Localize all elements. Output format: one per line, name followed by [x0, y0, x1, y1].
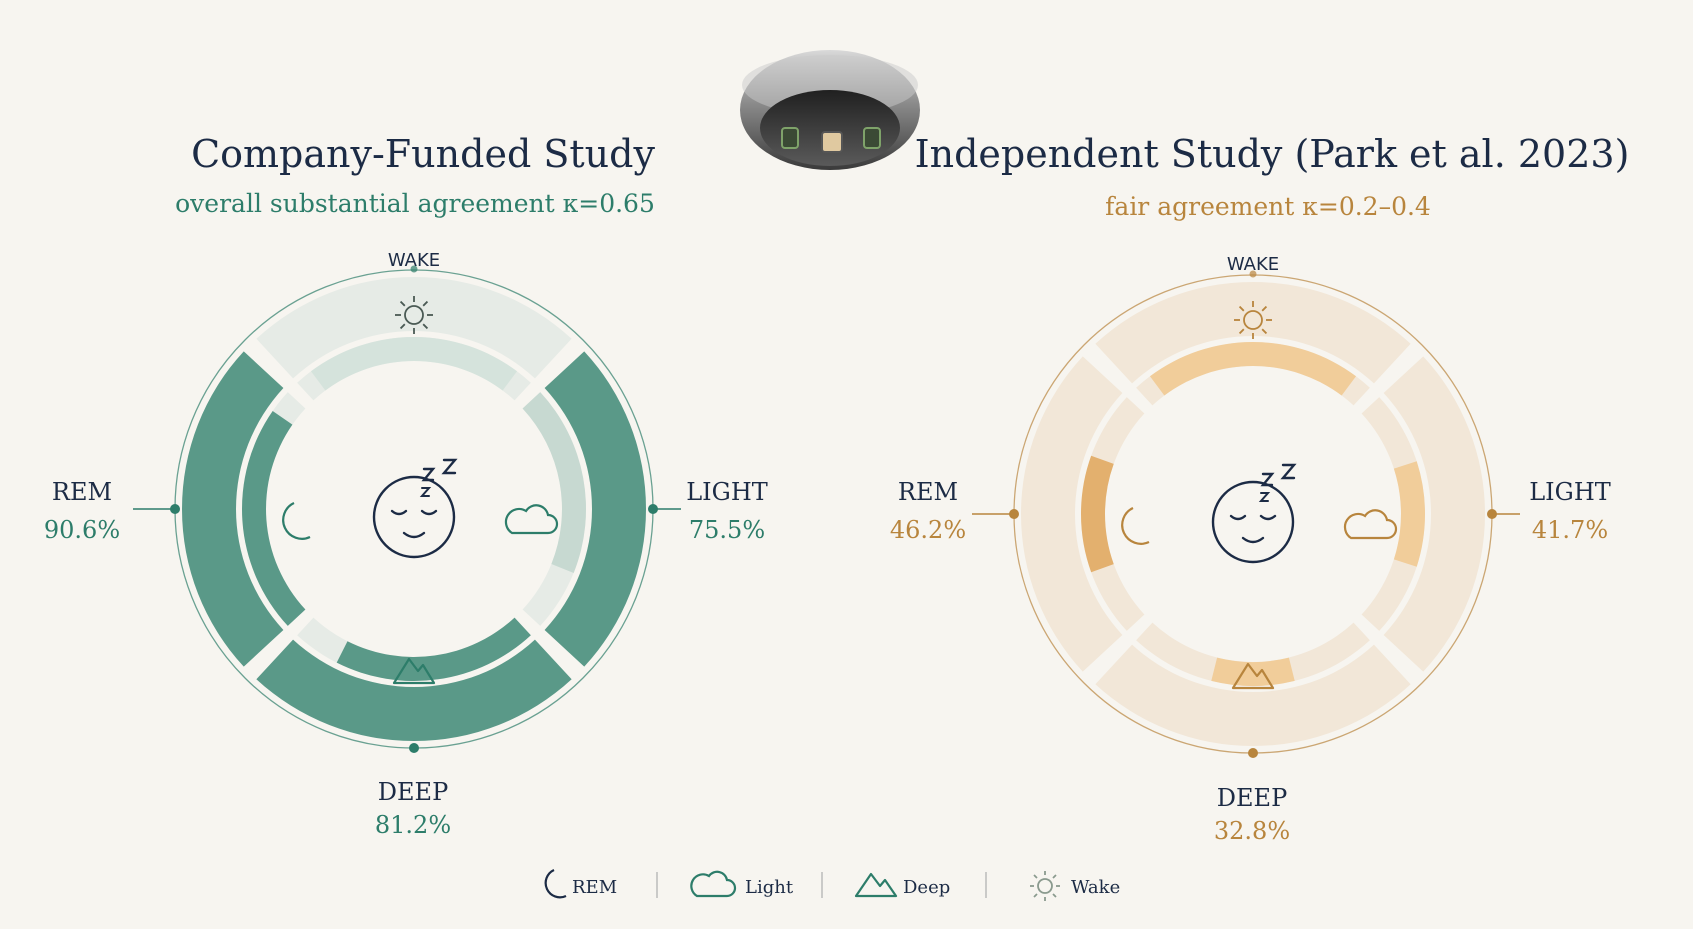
marker-deep — [409, 743, 419, 753]
bar-rem — [1081, 455, 1114, 573]
value-light: 75.5% — [689, 516, 765, 544]
value-deep: 81.2% — [375, 811, 451, 839]
marker-deep — [1248, 748, 1258, 758]
independent-study-panel: Independent Study (Park et al. 2023) fai… — [890, 132, 1630, 845]
sun-icon — [395, 296, 433, 334]
legend-item-deep: Deep — [854, 872, 950, 898]
label-rem: REM — [898, 478, 958, 506]
legend-item-wake: Wake — [1030, 871, 1120, 901]
mountain-icon — [392, 657, 436, 685]
legend-label: Deep — [903, 877, 950, 898]
mountain-icon — [854, 872, 898, 898]
cloud-icon — [690, 870, 737, 898]
value-rem: 46.2% — [890, 516, 966, 544]
chart-subtitle: overall substantial agreement κ=0.65 — [175, 189, 655, 218]
chart-subtitle: fair agreement κ=0.2–0.4 — [1105, 192, 1431, 221]
inner-track-light — [1361, 397, 1425, 631]
bar-rem — [182, 351, 284, 667]
value-light: 41.7% — [1532, 516, 1608, 544]
moon-icon — [544, 869, 567, 899]
legend: REM Light Deep Wake — [544, 869, 1120, 901]
cloud-icon — [504, 504, 559, 535]
value-rem: 90.6% — [44, 516, 120, 544]
track-rem — [1021, 356, 1123, 672]
bar-wake — [310, 336, 518, 391]
marker-wake — [410, 265, 418, 273]
bar-wake — [1149, 341, 1357, 396]
inner-bar-deep — [336, 617, 531, 681]
legend-item-light: Light — [690, 870, 794, 898]
cloud-icon — [1343, 509, 1398, 540]
marker-wake — [1249, 270, 1257, 278]
legend-item-rem: REM — [544, 869, 617, 899]
track-light — [1383, 356, 1485, 672]
company-funded-panel: Company-Funded Study overall substantial… — [44, 132, 768, 839]
inner-bar-rem — [242, 410, 306, 626]
inner-track-deep — [1136, 622, 1370, 686]
track-wake — [256, 277, 572, 379]
inner-track-rem — [1081, 397, 1145, 631]
label-light: LIGHT — [686, 478, 768, 506]
label-wake: WAKE — [1227, 254, 1279, 275]
sun-icon — [1030, 871, 1060, 901]
moon-icon — [1121, 507, 1150, 545]
bar-light — [1393, 461, 1426, 567]
mountain-icon — [1231, 662, 1275, 690]
sleeping-face-icon — [1211, 463, 1297, 564]
legend-label: REM — [572, 877, 617, 898]
smart-ring-icon — [740, 50, 920, 170]
bar-deep — [256, 639, 572, 741]
track-deep — [1095, 644, 1411, 746]
label-light: LIGHT — [1529, 478, 1611, 506]
moon-icon — [282, 502, 311, 540]
label-rem: REM — [52, 478, 112, 506]
sleeping-face-icon — [372, 458, 458, 559]
legend-label: Light — [745, 877, 794, 898]
sun-icon — [1234, 301, 1272, 339]
chart-title: Independent Study (Park et al. 2023) — [915, 132, 1630, 176]
inner-bar-light — [522, 392, 586, 573]
track-wake — [1095, 282, 1411, 384]
label-wake: WAKE — [388, 250, 440, 271]
label-deep: DEEP — [1217, 784, 1287, 812]
label-deep: DEEP — [378, 778, 448, 806]
chart-title: Company-Funded Study — [191, 132, 655, 176]
value-deep: 32.8% — [1214, 817, 1290, 845]
bar-light — [544, 351, 646, 667]
legend-label: Wake — [1071, 877, 1120, 898]
